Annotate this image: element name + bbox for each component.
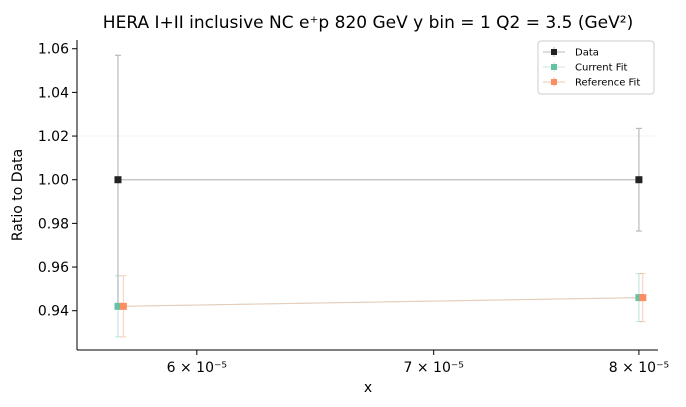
legend-item: Reference Fit (543, 77, 640, 89)
chart-title: HERA I+II inclusive NC e⁺p 820 GeV y bin… (103, 13, 633, 33)
legend-label: Data (575, 48, 599, 59)
legend-items: Data Current Fit Reference Fit (543, 47, 640, 89)
ticks: 0.94 0.96 0.98 1.00 1.02 1.04 1.06 6 × 10⁻⁵ 7 × … (38, 42, 669, 376)
legend-label: Current Fit (575, 63, 628, 74)
legend-item: Current Fit (543, 62, 628, 74)
series-line-reference-fit (123, 297, 643, 307)
y-tick-label: 1.00 (38, 173, 69, 189)
legend-frame (537, 40, 655, 95)
axes (76, 40, 658, 351)
y-tick-label: 0.94 (38, 304, 69, 320)
marker-reference-fit (119, 302, 127, 310)
marker-current-fit (114, 302, 122, 310)
legend-marker (551, 49, 557, 55)
y-tick-label: 1.04 (38, 85, 69, 101)
legend-marker (551, 79, 557, 85)
y-axis-label: Ratio to Data (10, 149, 26, 241)
marker-data (635, 176, 643, 184)
x-tick-label: 6 × 10⁻⁵ (167, 360, 227, 376)
legend-item: Data (543, 47, 599, 59)
legend-marker (551, 64, 557, 70)
y-tick-label: 1.06 (38, 42, 69, 58)
x-axis-label: x (364, 380, 372, 396)
legend-label: Reference Fit (575, 78, 640, 89)
legend: Data Current Fit Reference Fit (537, 40, 655, 95)
y-tick-label: 0.96 (38, 260, 69, 276)
marker-data (114, 176, 122, 184)
x-tick-label: 8 × 10⁻⁵ (609, 360, 669, 376)
plot-area (77, 54, 658, 338)
y-tick-label: 1.02 (38, 129, 69, 145)
y-tick-label: 0.98 (38, 216, 69, 232)
x-tick-label: 7 × 10⁻⁵ (404, 360, 464, 376)
marker-current-fit (635, 294, 643, 302)
marker-reference-fit (639, 294, 647, 302)
